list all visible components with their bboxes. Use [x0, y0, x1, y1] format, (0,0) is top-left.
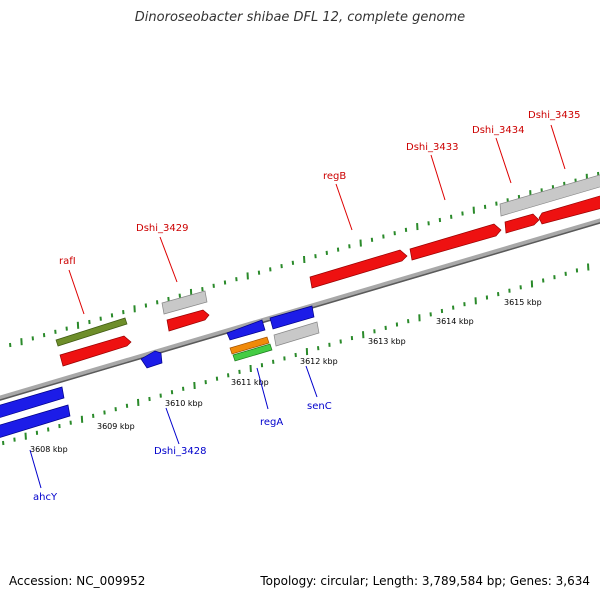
- gene-orange-feature[interactable]: [229, 336, 270, 355]
- genome-stats-text: Topology: circular; Length: 3,789,584 bp…: [260, 574, 590, 588]
- gene-rafI-feature[interactable]: [55, 317, 128, 347]
- accession-text: Accession: NC_009952: [9, 574, 146, 588]
- gene-label-Dshi_3429[interactable]: Dshi_3429: [136, 223, 188, 234]
- gene-label-ahcY[interactable]: ahcY: [33, 492, 58, 503]
- gene-label-Dshi_3434[interactable]: Dshi_3434: [472, 125, 524, 136]
- reverse-genes: [0, 305, 320, 440]
- upper-tick-track: [9, 171, 600, 348]
- kbp-label: 3609 kbp: [97, 422, 135, 431]
- gene-Dshi_3429-feature[interactable]: [166, 309, 210, 332]
- kbp-label: 3615 kbp: [504, 298, 542, 307]
- kbp-label: 3610 kbp: [165, 399, 203, 408]
- gene-forward-feature[interactable]: [59, 335, 132, 367]
- gene-label-regB[interactable]: regB: [323, 171, 346, 182]
- kbp-label: 3613 kbp: [368, 337, 406, 346]
- kbp-label: 3611 kbp: [231, 378, 269, 387]
- gene-blue-feature-1[interactable]: [226, 319, 266, 341]
- label-leaders: [29, 124, 566, 489]
- gene-label-senC[interactable]: senC: [307, 401, 332, 412]
- lower-tick-track: [2, 263, 590, 446]
- gene-Dshi_3433-feature[interactable]: [409, 223, 502, 261]
- kbp-label: 3614 kbp: [436, 317, 474, 326]
- gene-gray-feature-2[interactable]: [499, 172, 600, 217]
- kbp-label: 3608 kbp: [30, 445, 68, 454]
- gene-blue-feature-2[interactable]: [269, 305, 315, 330]
- gene-ahcY-feature-1[interactable]: [0, 386, 65, 420]
- gene-Dshi_3435-feature[interactable]: [538, 193, 600, 225]
- gene-labels: rafI Dshi_3429 regB Dshi_3433 Dshi_3434 …: [33, 110, 580, 503]
- gene-gray-feature[interactable]: [161, 290, 208, 315]
- gene-label-rafI[interactable]: rafI: [59, 256, 76, 267]
- map-title: Dinoroseobacter shibae DFL 12, complete …: [134, 10, 466, 25]
- gene-label-Dshi_3428[interactable]: Dshi_3428: [154, 446, 206, 457]
- gene-senC-feature[interactable]: [273, 321, 320, 347]
- gene-label-Dshi_3435[interactable]: Dshi_3435: [528, 110, 580, 121]
- gene-ahcY-feature-2[interactable]: [0, 404, 71, 440]
- gene-label-Dshi_3433[interactable]: Dshi_3433: [406, 142, 458, 153]
- gene-Dshi_3434-feature[interactable]: [504, 213, 540, 234]
- gene-label-regA[interactable]: regA: [260, 417, 283, 428]
- forward-genes: [55, 172, 600, 367]
- kbp-scale-labels: 3608 kbp 3609 kbp 3610 kbp 3611 kbp 3612 kbp…: [30, 298, 542, 454]
- gene-Dshi_3428-feature[interactable]: [140, 350, 163, 369]
- kbp-label: 3612 kbp: [300, 357, 338, 366]
- gene-regB-feature[interactable]: [309, 249, 408, 289]
- gene-regA-feature[interactable]: [232, 343, 273, 362]
